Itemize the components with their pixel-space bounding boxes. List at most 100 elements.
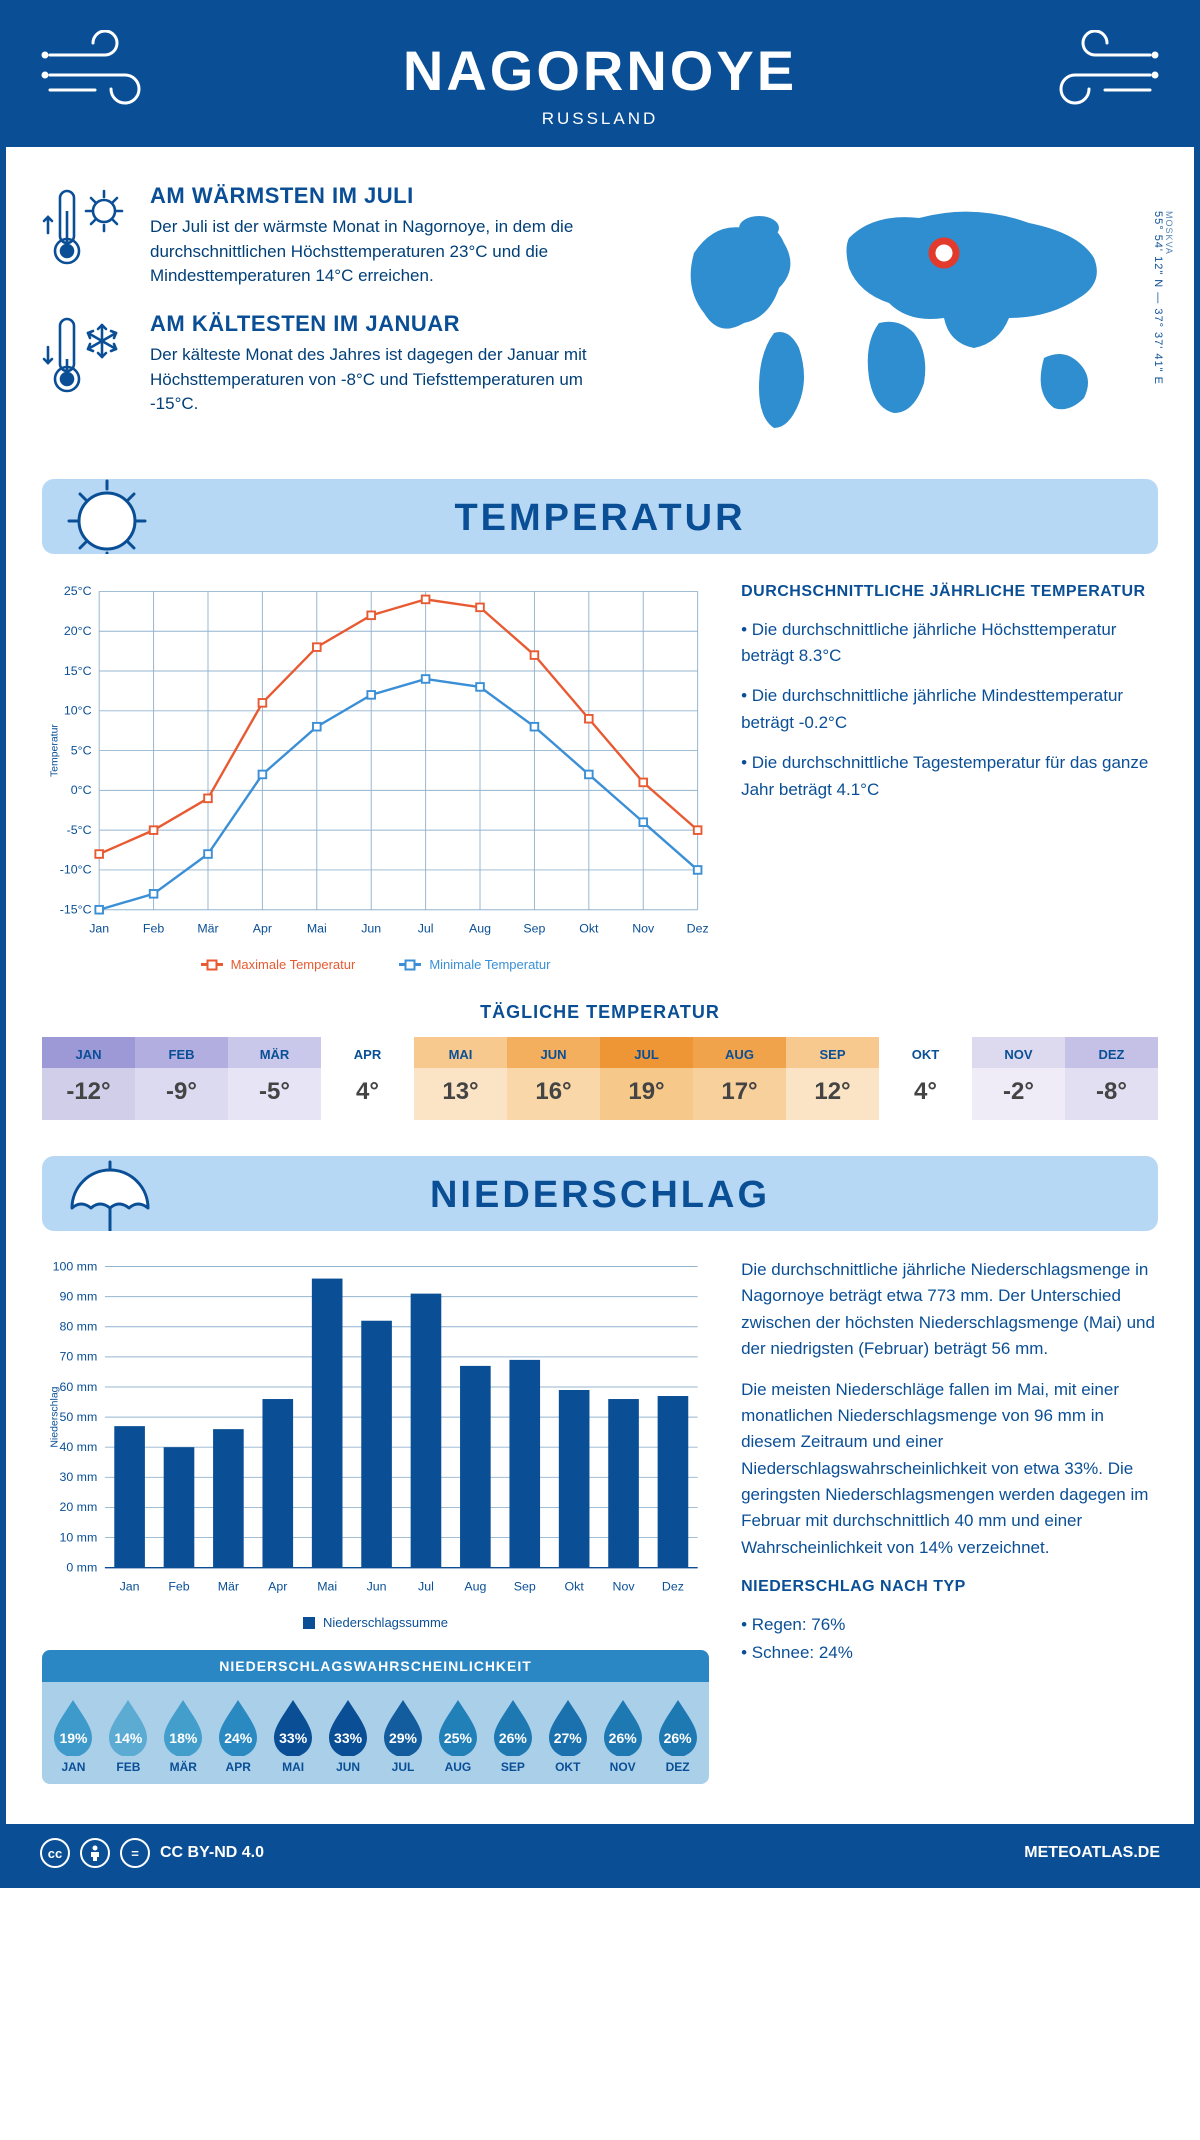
nd-icon: =	[120, 1838, 150, 1868]
svg-text:-10°C: -10°C	[60, 863, 92, 877]
page-subtitle: RUSSLAND	[6, 109, 1194, 129]
precip-type-1: • Regen: 76%	[741, 1612, 1158, 1638]
precip-text-1: Die durchschnittliche jährliche Niedersc…	[741, 1257, 1158, 1362]
temp-cell: MAI13°	[414, 1037, 507, 1120]
wind-icon	[40, 30, 160, 110]
drop-cell: 26%SEP	[487, 1698, 538, 1774]
svg-text:Mär: Mär	[218, 1580, 239, 1594]
temp-cell: SEP12°	[786, 1037, 879, 1120]
thermometer-sun-icon	[42, 183, 132, 273]
fact-warm-title: AM WÄRMSTEN IM JULI	[150, 183, 626, 209]
temp-legend: Maximale Temperatur Minimale Temperatur	[42, 957, 709, 972]
svg-text:25°C: 25°C	[64, 584, 92, 598]
svg-text:70 mm: 70 mm	[59, 1350, 97, 1364]
section-precip-title: NIEDERSCHLAG	[42, 1174, 1158, 1217]
temp-fact-3: • Die durchschnittliche Tagestemperatur …	[741, 750, 1158, 803]
drop-cell: 25%AUG	[432, 1698, 483, 1774]
precip-prob-title: NIEDERSCHLAGSWAHRSCHEINLICHKEIT	[42, 1650, 709, 1682]
coordinates: MOSKVA55° 54' 12" N — 37° 37' 41" E	[1152, 211, 1174, 385]
svg-text:Aug: Aug	[469, 922, 491, 936]
drop-cell: 18%MÄR	[158, 1698, 209, 1774]
drop-cell: 29%JUL	[378, 1698, 429, 1774]
svg-text:50 mm: 50 mm	[59, 1410, 97, 1424]
svg-text:100 mm: 100 mm	[53, 1259, 98, 1273]
svg-text:5°C: 5°C	[71, 743, 92, 757]
temp-facts-title: DURCHSCHNITTLICHE JÄHRLICHE TEMPERATUR	[741, 580, 1158, 605]
drop-cell: 33%MAI	[268, 1698, 319, 1774]
svg-text:Mai: Mai	[317, 1580, 337, 1594]
precip-type-2: • Schnee: 24%	[741, 1640, 1158, 1666]
svg-text:Nov: Nov	[632, 922, 655, 936]
temp-cell: APR4°	[321, 1037, 414, 1120]
footer: cc = CC BY-ND 4.0 METEOATLAS.DE	[6, 1824, 1194, 1882]
svg-text:Dez: Dez	[662, 1580, 684, 1594]
precip-text-2: Die meisten Niederschläge fallen im Mai,…	[741, 1377, 1158, 1561]
fact-warm-text: Der Juli ist der wärmste Monat in Nagorn…	[150, 215, 626, 289]
svg-text:Mai: Mai	[307, 922, 327, 936]
precip-type-title: NIEDERSCHLAG NACH TYP	[741, 1575, 1158, 1600]
svg-text:Feb: Feb	[168, 1580, 189, 1594]
svg-text:Feb: Feb	[143, 922, 164, 936]
umbrella-icon	[52, 1156, 162, 1231]
wind-icon	[1040, 30, 1160, 110]
sun-icon	[52, 479, 162, 554]
world-map: MOSKVA55° 54' 12" N — 37° 37' 41" E	[650, 183, 1158, 443]
svg-text:Niederschlag: Niederschlag	[49, 1386, 60, 1447]
svg-text:10°C: 10°C	[64, 704, 92, 718]
svg-text:90 mm: 90 mm	[59, 1290, 97, 1304]
svg-text:Sep: Sep	[514, 1580, 536, 1594]
temperature-line-chart: -15°C-10°C-5°C0°C5°C10°C15°C20°C25°CJanF…	[42, 580, 709, 942]
svg-text:Okt: Okt	[565, 1580, 585, 1594]
drop-cell: 27%OKT	[542, 1698, 593, 1774]
svg-text:80 mm: 80 mm	[59, 1320, 97, 1334]
temp-cell: AUG17°	[693, 1037, 786, 1120]
svg-text:30 mm: 30 mm	[59, 1470, 97, 1484]
temp-cell: JUL19°	[600, 1037, 693, 1120]
svg-text:Aug: Aug	[464, 1580, 486, 1594]
thermometer-snow-icon	[42, 311, 132, 401]
svg-text:Temperatur: Temperatur	[49, 724, 60, 777]
svg-text:60 mm: 60 mm	[59, 1380, 97, 1394]
svg-text:10 mm: 10 mm	[59, 1530, 97, 1544]
temp-fact-2: • Die durchschnittliche jährliche Mindes…	[741, 683, 1158, 736]
precip-legend: Niederschlagssumme	[42, 1615, 709, 1630]
svg-text:-5°C: -5°C	[67, 823, 92, 837]
fact-cold-title: AM KÄLTESTEN IM JANUAR	[150, 311, 626, 337]
daily-temp-title: TÄGLICHE TEMPERATUR	[42, 1002, 1158, 1023]
site-name: METEOATLAS.DE	[1024, 1844, 1160, 1862]
section-temperature-band: TEMPERATUR	[42, 479, 1158, 554]
daily-temp-table: JAN-12°FEB-9°MÄR-5°APR4°MAI13°JUN16°JUL1…	[42, 1037, 1158, 1120]
svg-text:Jun: Jun	[367, 1580, 387, 1594]
section-precip-band: NIEDERSCHLAG	[42, 1156, 1158, 1231]
svg-text:Jan: Jan	[120, 1580, 140, 1594]
temp-fact-1: • Die durchschnittliche jährliche Höchst…	[741, 617, 1158, 670]
svg-text:Mär: Mär	[197, 922, 218, 936]
svg-text:Okt: Okt	[579, 922, 599, 936]
svg-text:Dez: Dez	[687, 922, 709, 936]
svg-text:Jul: Jul	[418, 1580, 434, 1594]
by-icon	[80, 1838, 110, 1868]
svg-text:Apr: Apr	[253, 922, 272, 936]
drop-cell: 26%DEZ	[652, 1698, 703, 1774]
svg-text:0 mm: 0 mm	[66, 1561, 97, 1575]
svg-text:0°C: 0°C	[71, 783, 92, 797]
temp-cell: MÄR-5°	[228, 1037, 321, 1120]
temp-cell: OKT4°	[879, 1037, 972, 1120]
license-badge: cc = CC BY-ND 4.0	[40, 1838, 264, 1868]
temp-cell: FEB-9°	[135, 1037, 228, 1120]
svg-text:Jan: Jan	[89, 922, 109, 936]
svg-text:Nov: Nov	[613, 1580, 636, 1594]
svg-text:40 mm: 40 mm	[59, 1440, 97, 1454]
license-text: CC BY-ND 4.0	[160, 1844, 264, 1862]
fact-cold: AM KÄLTESTEN IM JANUAR Der kälteste Mona…	[42, 311, 626, 417]
svg-text:Sep: Sep	[523, 922, 545, 936]
svg-text:-15°C: -15°C	[60, 903, 92, 917]
drop-cell: 33%JUN	[323, 1698, 374, 1774]
precip-bar-chart: 0 mm10 mm20 mm30 mm40 mm50 mm60 mm70 mm8…	[42, 1257, 709, 1600]
fact-cold-text: Der kälteste Monat des Jahres ist dagege…	[150, 343, 626, 417]
precip-prob-drops: 19%JAN14%FEB18%MÄR24%APR33%MAI33%JUN29%J…	[42, 1682, 709, 1784]
drop-cell: 26%NOV	[597, 1698, 648, 1774]
temp-cell: JUN16°	[507, 1037, 600, 1120]
temp-cell: JAN-12°	[42, 1037, 135, 1120]
drop-cell: 24%APR	[213, 1698, 264, 1774]
